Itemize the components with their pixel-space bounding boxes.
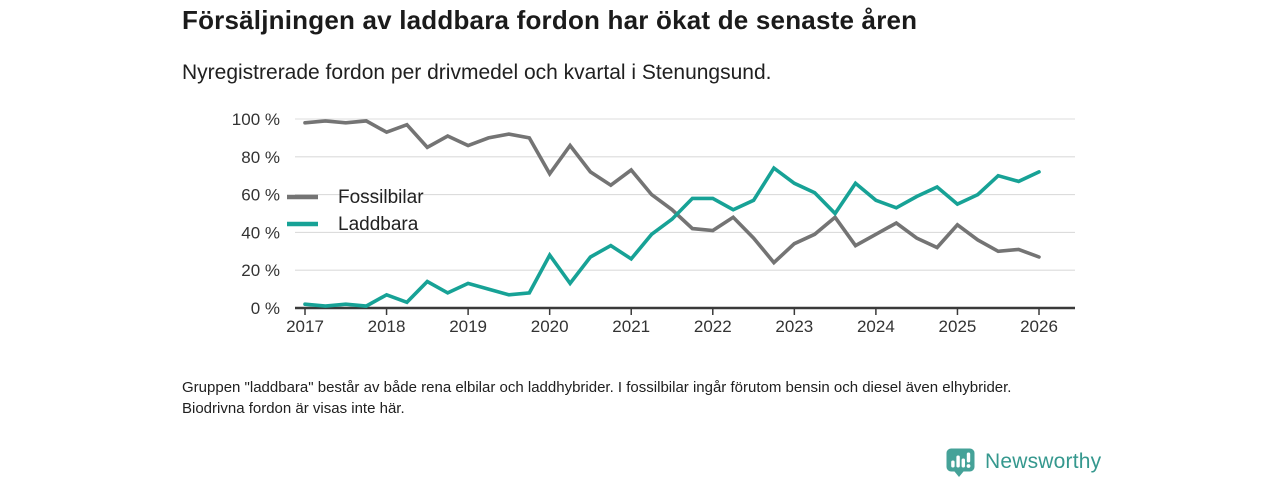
x-axis-label: 2026 — [1020, 317, 1058, 336]
y-axis-label: 60 % — [241, 186, 280, 205]
newsworthy-logo-text: Newsworthy — [985, 450, 1102, 473]
x-axis-label: 2017 — [286, 317, 324, 336]
x-axis-label: 2018 — [368, 317, 406, 336]
legend-label-laddbara: Laddbara — [338, 214, 419, 235]
chart-footnote: Gruppen "laddbara" består av både rena e… — [182, 379, 1012, 417]
y-axis-label: 100 % — [232, 110, 280, 129]
series-line-fossilbilar — [303, 119, 1041, 266]
x-axis-label: 2025 — [939, 317, 977, 336]
x-axis-label: 2022 — [694, 317, 732, 336]
y-axis-label: 20 % — [241, 261, 280, 280]
bar-chart-badge-icon — [946, 448, 975, 477]
y-axis-label: 0 % — [251, 299, 280, 318]
x-axis-label: 2024 — [857, 317, 895, 336]
page-subtitle: Nyregistrerade fordon per drivmedel och … — [182, 61, 772, 84]
x-axis-label: 2021 — [612, 317, 650, 336]
legend-label-fossilbilar: Fossilbilar — [338, 187, 424, 208]
x-axis-label: 2020 — [531, 317, 569, 336]
series-line-laddbara — [303, 165, 1041, 308]
newsworthy-logo[interactable]: Newsworthy — [944, 445, 1101, 479]
line-chart: 0 % 20 % 40 % 60 % 80 % 100 % 2017 2018 2019 2020… — [232, 110, 1075, 336]
x-axis-label: 2019 — [449, 317, 487, 336]
y-axis-label: 80 % — [241, 148, 280, 167]
page-title: Försäljningen av laddbara fordon har öka… — [182, 5, 918, 35]
y-axis-label: 40 % — [241, 223, 280, 242]
x-axis-label: 2023 — [775, 317, 813, 336]
